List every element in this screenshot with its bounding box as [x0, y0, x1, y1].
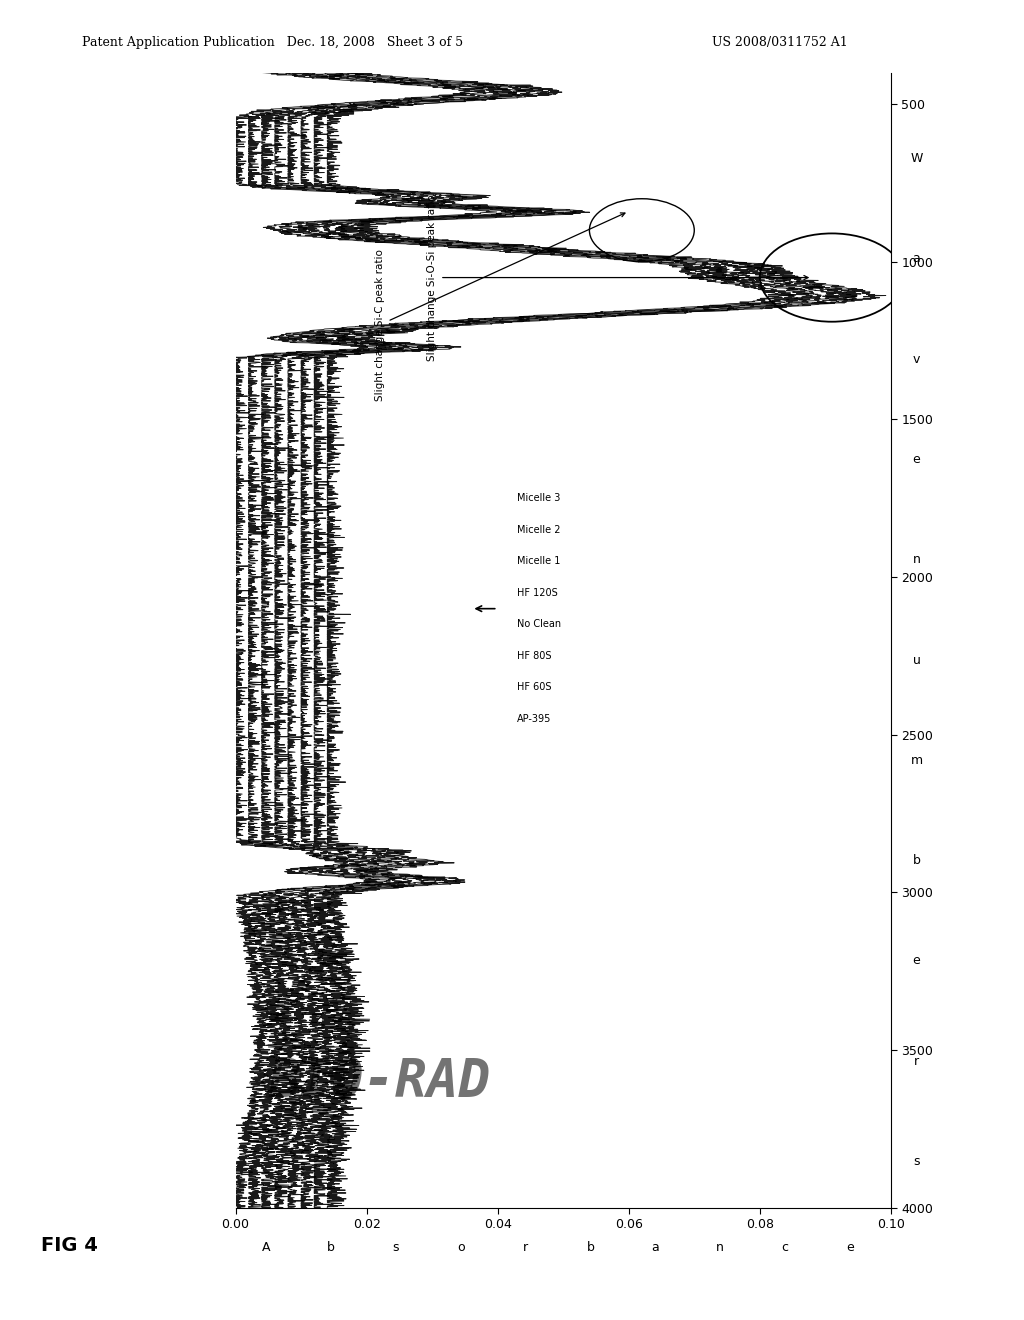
- Text: c: c: [781, 1241, 788, 1254]
- Text: r: r: [523, 1241, 528, 1254]
- Text: Slight change Si-O-Si peak ratio: Slight change Si-O-Si peak ratio: [427, 194, 808, 360]
- Text: HF 120S: HF 120S: [517, 587, 558, 598]
- Text: Micelle 2: Micelle 2: [517, 525, 561, 535]
- Text: r: r: [913, 1055, 920, 1068]
- Text: n: n: [716, 1241, 724, 1254]
- Text: m: m: [910, 754, 923, 767]
- Text: Patent Application Publication   Dec. 18, 2008   Sheet 3 of 5: Patent Application Publication Dec. 18, …: [82, 36, 463, 49]
- Text: b: b: [912, 854, 921, 867]
- Text: e: e: [912, 954, 921, 968]
- Text: u: u: [912, 653, 921, 667]
- Text: W: W: [910, 152, 923, 165]
- Text: No Clean: No Clean: [517, 619, 561, 630]
- Text: e: e: [846, 1241, 854, 1254]
- Text: FIG 4: FIG 4: [41, 1237, 98, 1255]
- Text: Micelle 1: Micelle 1: [517, 556, 561, 566]
- Text: HF 80S: HF 80S: [517, 651, 552, 661]
- Text: Slight change Si-C peak ratio: Slight change Si-C peak ratio: [375, 213, 625, 401]
- Text: e: e: [912, 453, 921, 466]
- Text: A: A: [262, 1241, 270, 1254]
- Text: BIO-RAD: BIO-RAD: [268, 1056, 490, 1107]
- Text: HF 60S: HF 60S: [517, 682, 552, 693]
- Text: b: b: [327, 1241, 335, 1254]
- Text: v: v: [912, 352, 921, 366]
- Text: Micelle 3: Micelle 3: [517, 494, 561, 503]
- Text: US 2008/0311752 A1: US 2008/0311752 A1: [712, 36, 848, 49]
- Text: s: s: [392, 1241, 399, 1254]
- Text: AP-395: AP-395: [517, 714, 552, 725]
- Text: a: a: [912, 252, 921, 265]
- Text: s: s: [913, 1155, 920, 1168]
- Text: a: a: [651, 1241, 659, 1254]
- Text: b: b: [587, 1241, 595, 1254]
- Text: n: n: [912, 553, 921, 566]
- Text: o: o: [457, 1241, 465, 1254]
